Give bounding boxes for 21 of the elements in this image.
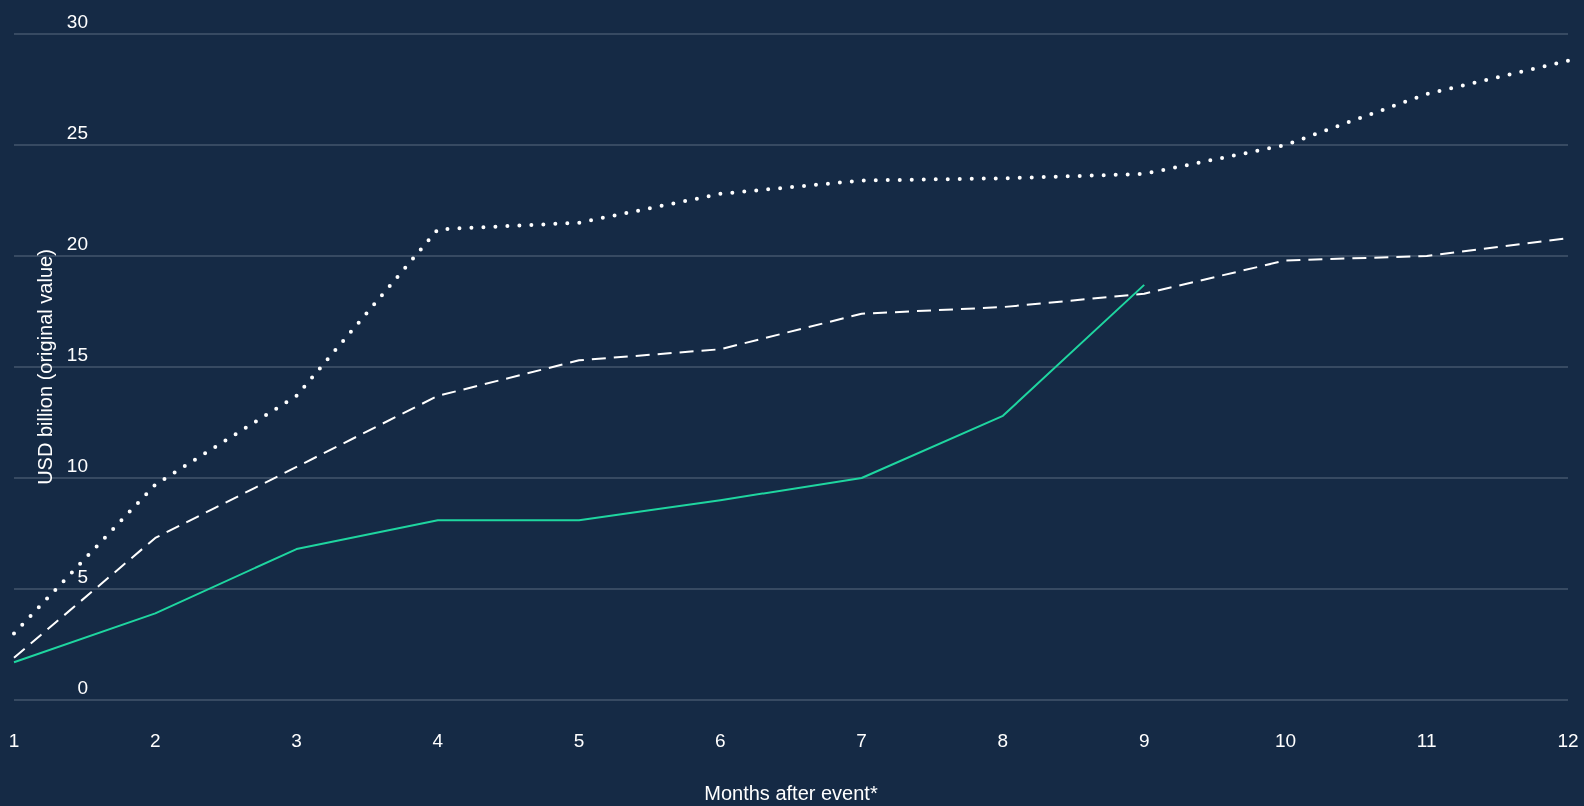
x-tick-label: 3 bbox=[291, 730, 302, 751]
y-tick-label: 15 bbox=[66, 344, 88, 365]
y-tick-label: 10 bbox=[66, 455, 88, 476]
y-tick-label: 5 bbox=[77, 566, 88, 587]
x-tick-label: 9 bbox=[1138, 730, 1150, 751]
y-axis-title: USD billion (original value) bbox=[34, 249, 56, 485]
x-tick-label: 4 bbox=[432, 730, 444, 751]
x-axis-title: Months after event* bbox=[704, 782, 878, 804]
x-tick-label: 5 bbox=[573, 730, 585, 751]
x-tick-label: 12 bbox=[1557, 730, 1579, 751]
x-tick-label: 6 bbox=[715, 730, 726, 751]
x-tick-label: 11 bbox=[1416, 730, 1437, 751]
x-tick-label: 1 bbox=[8, 730, 20, 751]
y-tick-label: 0 bbox=[77, 677, 88, 698]
y-tick-label: 25 bbox=[66, 122, 88, 143]
x-tick-label: 7 bbox=[856, 730, 867, 751]
x-tick-label: 8 bbox=[997, 730, 1009, 751]
y-tick-label: 20 bbox=[66, 233, 88, 254]
x-tick-label: 10 bbox=[1274, 730, 1297, 751]
x-tick-label: 2 bbox=[149, 730, 161, 751]
y-tick-label: 30 bbox=[66, 11, 88, 32]
